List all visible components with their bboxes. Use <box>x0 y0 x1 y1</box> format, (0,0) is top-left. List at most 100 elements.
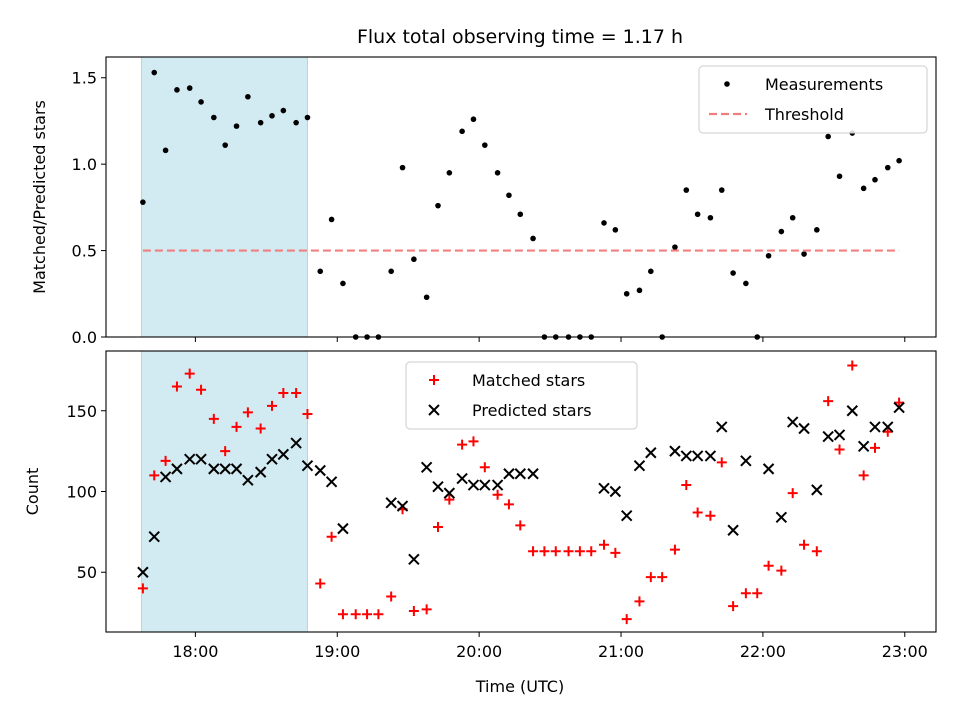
predicted-stars-point <box>408 553 420 566</box>
matched-stars-point <box>220 446 231 457</box>
predicted-stars-point <box>254 466 267 478</box>
shaded-observing-span <box>141 351 308 632</box>
measurement-point <box>707 214 714 221</box>
measurement-point <box>140 199 146 205</box>
measurement-point <box>340 280 346 287</box>
measurement-point <box>872 176 878 183</box>
measurement-point <box>174 87 180 93</box>
measurement-point <box>470 116 477 123</box>
predicted-stars-point <box>148 531 160 543</box>
matched-stars-point <box>528 546 539 557</box>
predicted-stars-point <box>467 479 480 491</box>
matched-stars-point <box>645 572 656 583</box>
predicted-stars-point <box>432 480 444 493</box>
predicted-stars-point <box>740 455 752 467</box>
matched-stars-point <box>752 588 763 599</box>
predicted-stars-point <box>691 450 704 462</box>
predicted-stars-point <box>396 500 409 512</box>
matched-stars-point <box>776 565 787 576</box>
legend: Matched stars Predicted stars <box>405 361 638 430</box>
matched-stars-point <box>337 609 348 620</box>
measurement-point <box>801 251 807 257</box>
predicted-stars-point <box>893 401 905 414</box>
matched-stars-point <box>492 489 503 500</box>
measurement-point <box>186 85 193 91</box>
matched-stars-point <box>599 539 609 550</box>
top-panel: 0.0 0.5 1.0 1.5 Matched/Predicted stars Measu… <box>30 56 937 347</box>
measurement-point <box>730 270 736 276</box>
measurement-point <box>648 268 654 275</box>
y-axis-label: Matched/Predicted stars <box>30 100 49 294</box>
measurement-point <box>860 185 867 192</box>
matched-stars-point <box>242 407 253 418</box>
matched-stars-point <box>586 546 597 557</box>
matched-stars-point <box>681 480 692 491</box>
measurement-point <box>269 112 275 119</box>
measurement-point <box>612 227 619 233</box>
predicted-stars-point <box>669 445 681 457</box>
measurement-point <box>435 202 441 209</box>
y-tick-label: 1.0 <box>72 155 97 174</box>
shaded-observing-span <box>141 57 308 337</box>
matched-stars-point <box>184 368 195 379</box>
matched-stars-point <box>479 462 490 473</box>
measurement-point <box>423 294 430 301</box>
matched-stars-point <box>326 531 337 542</box>
measurement-point <box>896 157 902 164</box>
measurement-point <box>280 107 287 114</box>
matched-stars-point <box>137 583 148 594</box>
matched-stars-point <box>291 387 302 398</box>
legend-label: Threshold <box>764 105 844 124</box>
predicted-stars-point <box>314 464 326 477</box>
matched-stars-point <box>421 604 432 615</box>
measurement-point <box>317 268 324 275</box>
legend-dot-marker <box>724 81 730 87</box>
measurement-point <box>601 220 607 226</box>
measurement-point <box>623 290 630 297</box>
predicted-stars-point <box>456 472 468 485</box>
bottom-panel: 50 100 150 18:00 19:00 20:00 21:00 22:00 23:00 Co… <box>23 350 937 661</box>
matched-stars-point <box>231 421 242 432</box>
measurement-point <box>304 114 311 121</box>
matched-stars-point <box>503 499 514 510</box>
measurement-point <box>494 170 501 176</box>
predicted-stars-point <box>503 468 515 480</box>
predicted-stars-point <box>716 421 728 433</box>
predicted-stars-point <box>762 463 775 475</box>
measurement-point <box>162 147 169 154</box>
matched-stars-point <box>278 387 289 398</box>
legend-label: Matched stars <box>472 371 585 390</box>
matched-stars-point <box>858 470 869 481</box>
measurement-point <box>718 187 725 193</box>
predicted-stars-point <box>822 430 834 443</box>
predicted-stars-point <box>775 511 788 524</box>
matched-stars-point <box>171 381 182 392</box>
x-tick-label: 19:00 <box>314 642 360 661</box>
matched-stars-point <box>847 360 858 371</box>
x-tick-label: 18:00 <box>172 642 218 661</box>
matched-stars-point <box>149 470 160 481</box>
predicted-stars-point <box>857 440 870 452</box>
predicted-stars-point <box>230 463 243 475</box>
matched-stars-point <box>740 588 751 599</box>
predicted-stars-point <box>325 476 338 488</box>
predicted-stars-point <box>882 421 894 433</box>
matched-stars-point <box>610 547 621 558</box>
matched-stars-point <box>563 546 574 557</box>
measurement-point <box>388 268 394 275</box>
measurement-point <box>233 123 240 129</box>
matched-stars-point <box>433 522 443 533</box>
x-tick-label: 20:00 <box>456 642 502 661</box>
measurement-point <box>459 128 465 135</box>
predicted-stars-point <box>242 474 254 486</box>
matched-stars-point <box>894 397 905 408</box>
matched-stars-point <box>255 423 266 434</box>
measurement-point <box>482 142 488 148</box>
measurement-point <box>636 287 643 294</box>
chart-title: Flux total observing time = 1.17 h <box>357 26 683 48</box>
predicted-stars-point <box>184 453 196 465</box>
measurement-point <box>743 280 749 287</box>
measurement-point <box>836 173 843 180</box>
matched-stars-point <box>634 596 645 607</box>
matched-stars-point <box>787 488 798 499</box>
